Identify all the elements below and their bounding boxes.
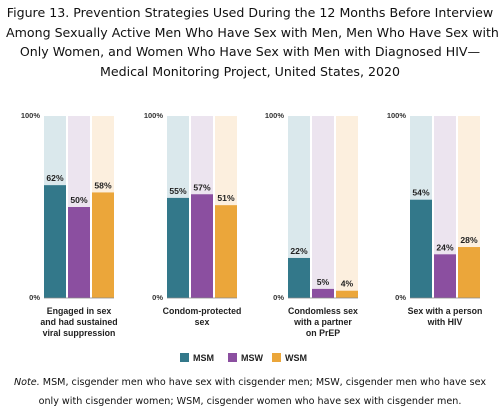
title-line-4: Medical Monitoring Project, United State… — [99, 63, 401, 79]
y-tick-label-100: 100% — [387, 111, 407, 120]
data-label: 28% — [460, 235, 478, 245]
title-line-1: Figure 13. Prevention Strategies Used Du… — [6, 5, 494, 20]
title-line-2: Among Sexually Active Men Who Have Sex w… — [6, 24, 499, 40]
legend-label: MSW — [241, 353, 264, 363]
figure-title: Figure 13. Prevention Strategies Used Du… — [6, 3, 499, 81]
y-tick-label-0: 0% — [395, 293, 406, 302]
data-label: 50% — [70, 195, 88, 205]
bar — [215, 205, 237, 298]
category-label: with HIV — [427, 317, 463, 327]
bar — [191, 194, 213, 298]
title-line-3: Only Women, and Women Who Have Sex with … — [19, 44, 481, 60]
legend-swatch — [228, 353, 237, 362]
note-line-1-text: MSM, cisgender men who have sex with cis… — [39, 377, 486, 388]
category-label: viral suppression — [43, 328, 116, 338]
y-tick-label-0: 0% — [273, 293, 284, 302]
data-label: 51% — [217, 193, 235, 203]
data-label: 4% — [341, 279, 354, 289]
data-label: 58% — [94, 180, 112, 190]
data-label: 5% — [317, 277, 330, 287]
bar — [92, 192, 114, 298]
legend-label: MSM — [193, 353, 214, 363]
bar-background — [336, 116, 358, 298]
category-label: on PrEP — [306, 328, 340, 338]
legend-swatch — [272, 353, 281, 362]
data-label: 54% — [412, 188, 430, 198]
legend-label: WSM — [285, 353, 307, 363]
bar — [68, 207, 90, 298]
category-label: sex — [195, 317, 210, 327]
bar — [458, 247, 480, 298]
bar-background — [312, 116, 334, 298]
bar — [288, 257, 310, 298]
category-label: Sex with a person — [408, 306, 483, 316]
bar — [312, 288, 334, 298]
bar — [44, 185, 66, 298]
data-label: 24% — [436, 242, 454, 252]
category-label: Condom-protected — [163, 306, 242, 316]
category-label: with a partner — [293, 317, 352, 327]
bar — [434, 254, 456, 298]
data-label: 55% — [169, 186, 187, 196]
bar-background — [288, 116, 310, 298]
legend-swatch — [180, 353, 189, 362]
bar — [336, 290, 358, 298]
category-label: Engaged in sex — [47, 306, 112, 316]
y-tick-label-100: 100% — [144, 111, 164, 120]
figure-note: Note. MSM, cisgender men who have sex wi… — [0, 373, 500, 411]
y-tick-label-100: 100% — [265, 111, 285, 120]
y-tick-label-0: 0% — [152, 293, 163, 302]
note-line-1: Note. MSM, cisgender men who have sex wi… — [0, 373, 500, 392]
bar-background — [434, 116, 456, 298]
note-line-2: only with cisgender women; WSM, cisgende… — [38, 396, 462, 407]
bar — [167, 197, 189, 298]
y-tick-label-100: 100% — [21, 111, 41, 120]
category-label: and had sustained — [40, 317, 117, 327]
bar — [410, 199, 432, 298]
data-label: 62% — [46, 173, 64, 183]
note-label: Note. — [13, 377, 40, 388]
data-label: 57% — [193, 182, 211, 192]
y-tick-label-0: 0% — [29, 293, 40, 302]
category-label: Condomless sex — [288, 306, 358, 316]
data-label: 22% — [290, 246, 308, 256]
